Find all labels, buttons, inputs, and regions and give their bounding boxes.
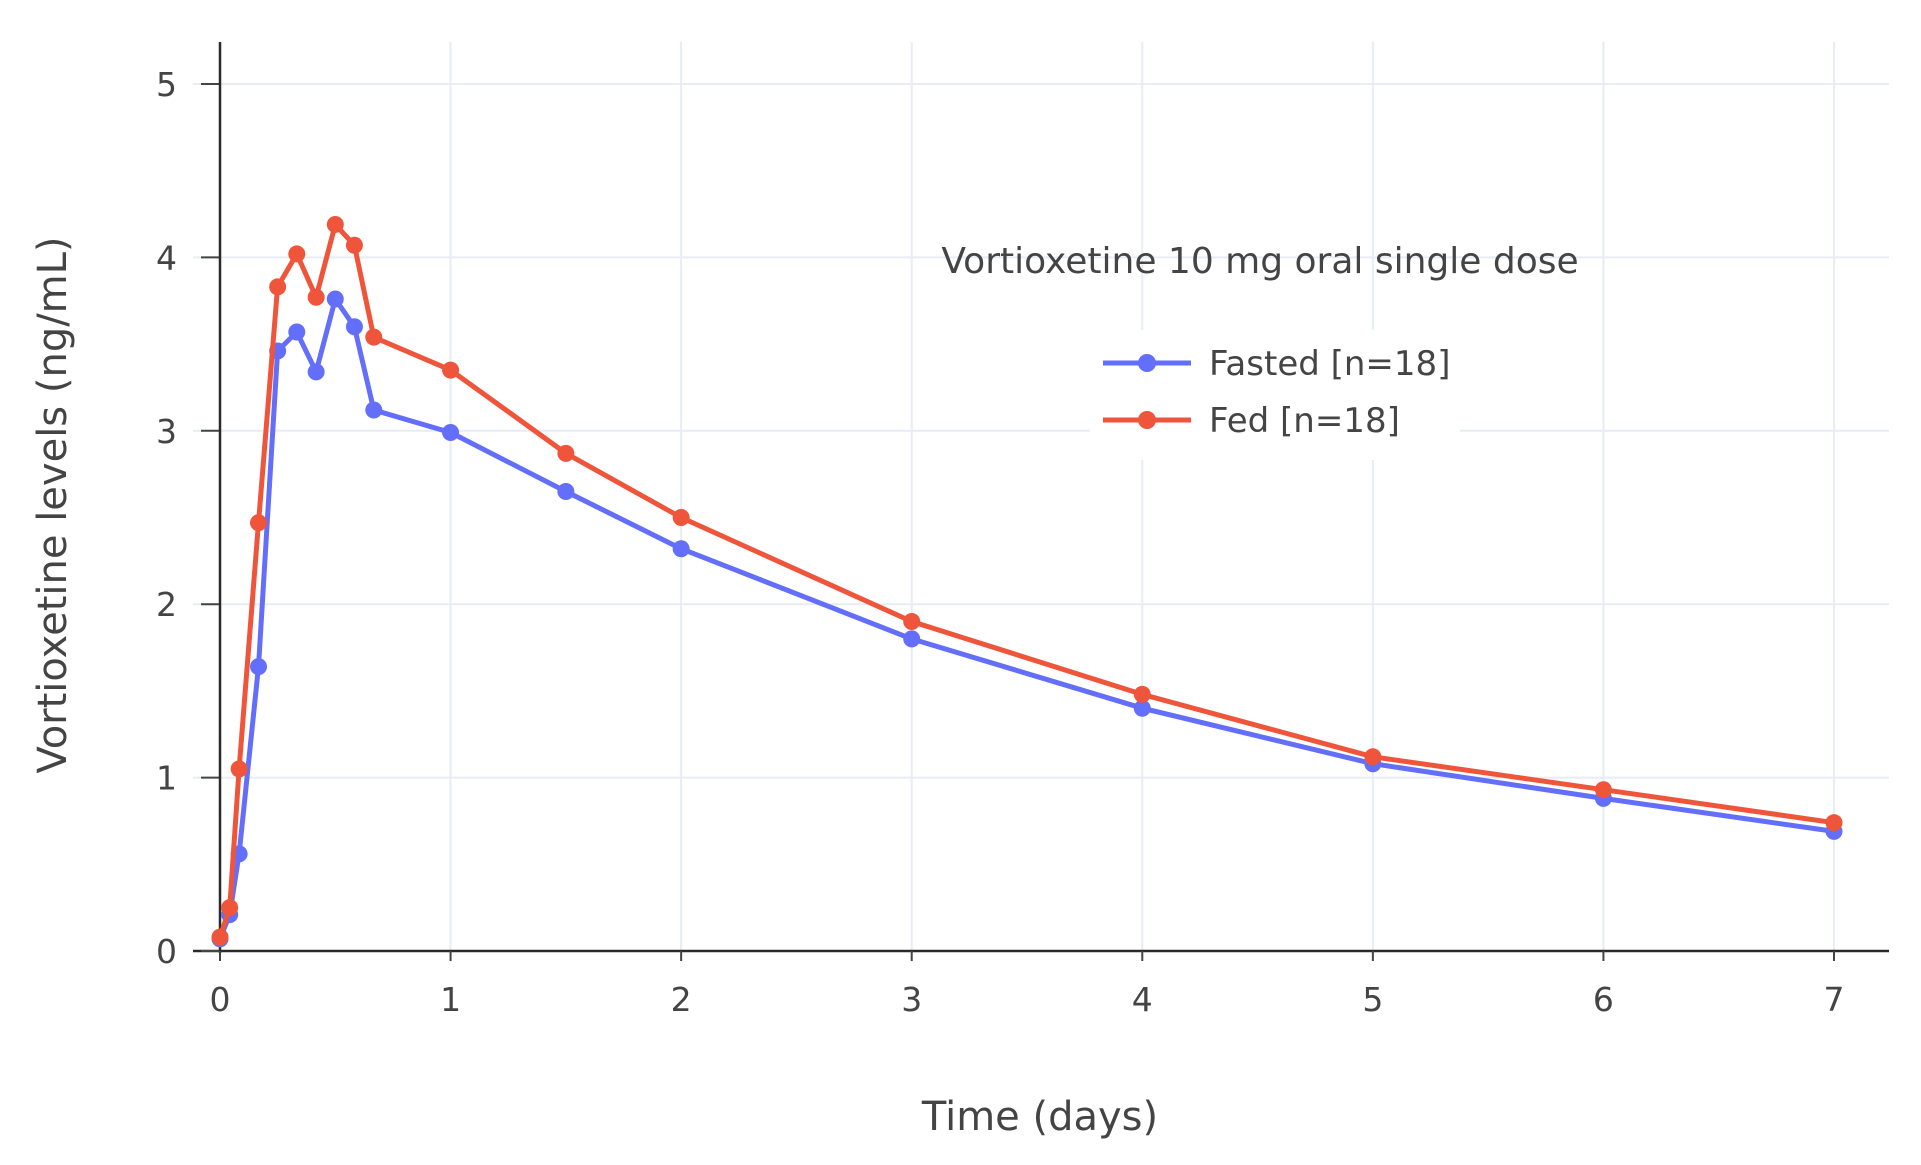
data-point-fed-0[interactable]: [211, 928, 229, 946]
series-line-fed: [217, 222, 1837, 940]
axes: [193, 42, 1889, 961]
series-fed: [211, 215, 1843, 946]
x-tick-label-7: 7: [1824, 980, 1845, 1019]
data-point-fed-14[interactable]: [1133, 685, 1151, 703]
chart-annotation: Vortioxetine 10 mg oral single dose: [941, 241, 1578, 282]
x-tick-label-0: 0: [210, 980, 231, 1019]
y-axis-title: Vortioxetine levels (ng/mL): [30, 236, 76, 773]
x-axis-title: Time (days): [921, 1094, 1158, 1140]
x-tick-label-4: 4: [1132, 980, 1153, 1019]
y-tick-label-5: 5: [156, 65, 177, 104]
x-tick-label-3: 3: [901, 980, 922, 1019]
data-point-fed-7[interactable]: [326, 215, 344, 233]
data-point-fasted-6[interactable]: [307, 363, 325, 381]
data-point-fed-17[interactable]: [1825, 814, 1843, 832]
data-point-fed-13[interactable]: [903, 613, 921, 631]
data-point-fed-11[interactable]: [557, 444, 575, 462]
legend-item-fasted[interactable]: Fasted [n=18]: [1103, 344, 1450, 384]
data-point-fasted-5[interactable]: [288, 323, 306, 341]
legend-background: [1090, 330, 1460, 460]
data-point-fasted-12[interactable]: [672, 540, 690, 558]
tick-labels: 0 1 2 3 4 5 6 7 0 1 2 3 4 5: [156, 65, 1845, 1019]
data-point-fed-8[interactable]: [345, 236, 363, 254]
y-tick-label-3: 3: [156, 412, 177, 451]
legend[interactable]: Fasted [n=18] Fed [n=18]: [1090, 330, 1460, 460]
data-point-fasted-14[interactable]: [1133, 699, 1151, 717]
gridlines: [193, 42, 1889, 951]
x-tick-label-6: 6: [1593, 980, 1614, 1019]
data-point-fasted-3[interactable]: [250, 658, 268, 676]
data-point-fed-5[interactable]: [288, 245, 306, 263]
x-tick-label-1: 1: [440, 980, 461, 1019]
data-point-fasted-11[interactable]: [557, 482, 575, 500]
series-line-fasted: [217, 296, 1837, 942]
series-layer: [211, 215, 1843, 948]
y-tick-label-2: 2: [156, 585, 177, 624]
data-point-fed-6[interactable]: [307, 288, 325, 306]
data-point-fed-10[interactable]: [442, 361, 460, 379]
data-point-fasted-8[interactable]: [345, 318, 363, 336]
legend-marker-fed: [1138, 411, 1156, 429]
data-point-fasted-7[interactable]: [326, 290, 344, 308]
data-point-fasted-10[interactable]: [442, 424, 460, 442]
data-point-fasted-13[interactable]: [903, 630, 921, 648]
legend-item-fed[interactable]: Fed [n=18]: [1103, 401, 1400, 441]
x-tick-label-5: 5: [1362, 980, 1383, 1019]
data-point-fed-12[interactable]: [672, 509, 690, 526]
data-point-fasted-9[interactable]: [365, 401, 383, 419]
y-tick-label-1: 1: [156, 759, 177, 798]
data-point-fed-3[interactable]: [250, 514, 268, 532]
y-tick-label-4: 4: [156, 238, 177, 277]
legend-marker-fasted: [1138, 354, 1156, 372]
data-point-fed-9[interactable]: [365, 328, 383, 346]
series-fasted: [211, 290, 1843, 948]
x-tick-label-2: 2: [671, 980, 692, 1019]
y-tick-label-0: 0: [156, 932, 177, 971]
data-point-fed-1[interactable]: [221, 899, 239, 917]
legend-label-fed: Fed [n=18]: [1209, 401, 1400, 441]
data-point-fed-2[interactable]: [230, 760, 248, 778]
data-point-fed-15[interactable]: [1364, 748, 1382, 766]
data-point-fed-16[interactable]: [1594, 781, 1612, 799]
data-point-fed-4[interactable]: [269, 278, 287, 296]
legend-label-fasted: Fasted [n=18]: [1209, 344, 1450, 384]
